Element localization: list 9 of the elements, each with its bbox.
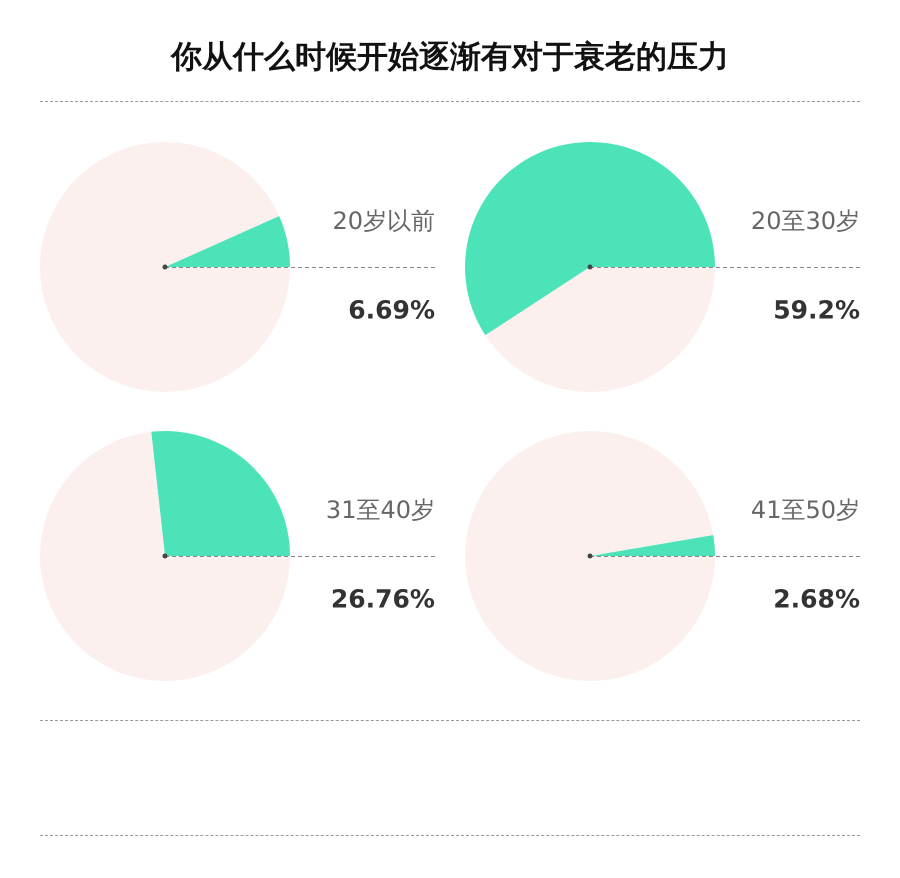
slice-label: 20至30岁 [750,207,860,236]
chart-title: 你从什么时候开始逐渐有对于衰老的压力 [169,38,730,77]
slice-label: 31至40岁 [326,496,435,524]
slice-label: 20岁以前 [332,207,435,236]
text: 2.68% [773,584,860,614]
text: 59.2% [773,296,860,324]
slice-label: 41至50岁 [750,496,860,524]
text: 26.76% [330,584,435,614]
text: 6.69% [348,296,435,324]
